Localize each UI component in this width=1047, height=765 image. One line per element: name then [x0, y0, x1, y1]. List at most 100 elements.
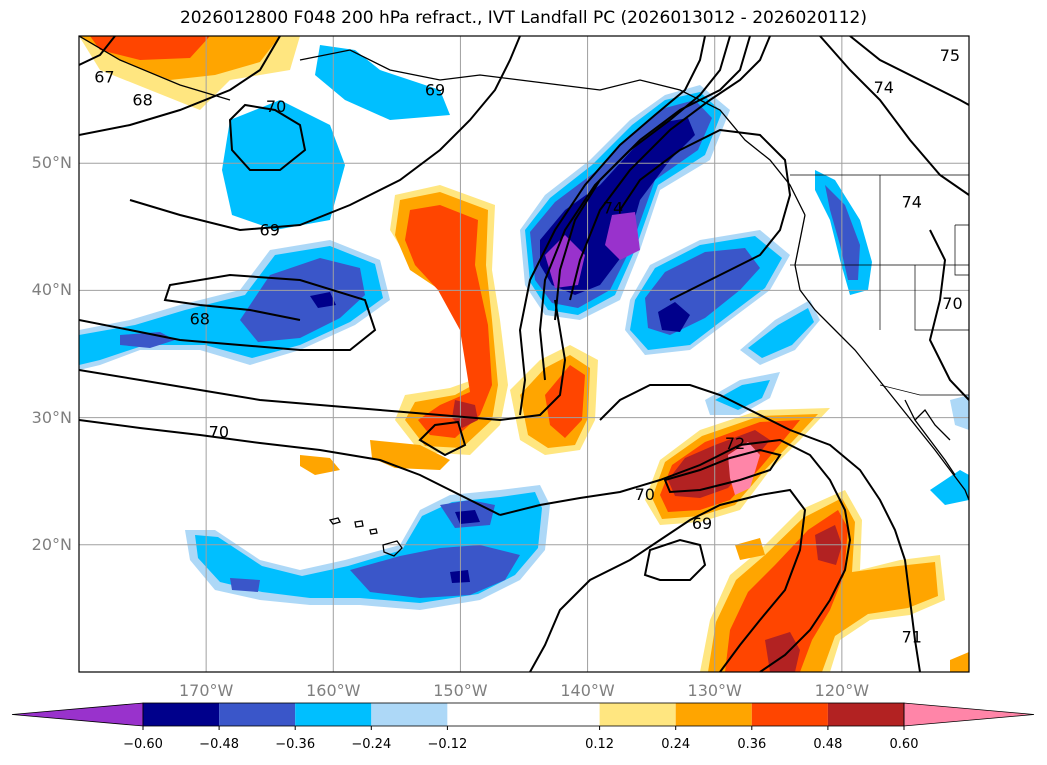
contour-labels: 67 68 70 69 68 70 69 74 74 74 75 70 72 70 69 71 — [94, 46, 962, 646]
longitude-tick-label: 140°W — [560, 681, 615, 700]
contour-label: 70 — [942, 294, 962, 313]
contour-75 — [849, 36, 969, 106]
negative-anomaly-region — [715, 380, 770, 410]
contour-71 — [538, 36, 731, 381]
contour-72-jet — [599, 384, 921, 672]
colorbar-tick-label: −0.24 — [351, 737, 392, 752]
colorbar-segment — [371, 703, 448, 726]
contour-69-mid — [79, 299, 567, 422]
colorbar-tick-label: 0.12 — [585, 737, 615, 752]
colorbar-segment — [751, 703, 828, 726]
negative-anomaly-region — [350, 545, 520, 598]
colorbar-tick-label: −0.12 — [427, 737, 468, 752]
colorbar-segment — [447, 703, 600, 726]
colorbar-tick-label: 0.36 — [737, 737, 767, 752]
contour-72 — [554, 36, 751, 321]
contour-label: 75 — [940, 46, 960, 65]
us-state-borders — [790, 175, 969, 331]
contour-69-north — [129, 36, 521, 232]
colorbar-segment — [295, 703, 372, 726]
contour-74 — [619, 128, 792, 301]
positive-anomaly-region — [735, 538, 765, 560]
contour-label: 68 — [190, 309, 210, 328]
negative-anomaly-region — [222, 100, 345, 230]
negative-anomaly-region — [230, 578, 260, 592]
colorbar-tick-label: −0.48 — [199, 737, 240, 752]
negative-anomaly-region — [315, 45, 450, 120]
longitude-tick-label: 160°W — [306, 681, 361, 700]
longitude-tick-label: 120°W — [814, 681, 870, 700]
negative-anomaly-region — [658, 302, 690, 332]
baja-peninsula — [904, 399, 956, 476]
positive-anomaly-region — [545, 365, 585, 438]
contour-73 — [569, 36, 771, 301]
positive-anomaly-region — [950, 652, 969, 672]
contour-70-se — [928, 229, 969, 401]
negative-anomaly-region — [825, 185, 860, 280]
colorbar-segment — [827, 703, 904, 726]
positive-anomaly-region — [300, 455, 340, 475]
colorbar-extend-high — [903, 702, 1035, 727]
contour-label: 71 — [902, 627, 922, 646]
colorbar-segment — [143, 703, 220, 726]
positive-anomaly-region — [370, 440, 450, 470]
colorbar-extend-low — [11, 702, 144, 727]
longitude-tick-label: 170°W — [178, 681, 234, 700]
contour-label: 68 — [132, 91, 152, 110]
alaska-coast — [79, 36, 806, 216]
contour-label: 70 — [209, 423, 229, 442]
contour-74-ne — [819, 36, 969, 196]
colorbar-segment — [599, 703, 676, 726]
colorbar-segment — [675, 703, 752, 726]
negative-anomaly-region — [605, 212, 640, 260]
colorbar — [11, 702, 1035, 730]
negative-anomaly-region — [748, 308, 814, 358]
contour-label: 67 — [94, 68, 114, 87]
hawaii-islands — [328, 517, 403, 557]
colorbar-tick-label: 0.48 — [813, 737, 843, 752]
latitude-tick-label: 30°N — [31, 407, 72, 427]
negative-anomaly-region — [930, 470, 969, 505]
negative-anomaly-region — [545, 235, 585, 288]
positive-anomaly-region — [405, 205, 492, 438]
contour-label: 70 — [635, 485, 655, 504]
latitude-tick-label: 50°N — [31, 153, 72, 173]
colorbar-segment — [219, 703, 296, 726]
us-mexico-border — [879, 384, 969, 396]
contour-70-lower — [643, 538, 707, 581]
contour-lines — [79, 36, 969, 672]
chart-title: 2026012800 F048 200 hPa refract., IVT La… — [179, 8, 867, 28]
longitude-tick-label: 150°W — [433, 681, 488, 700]
contour-70-north — [228, 103, 307, 171]
contour-68 — [79, 36, 281, 136]
contour-label: 74 — [603, 199, 623, 218]
negative-anomaly-region — [455, 510, 480, 524]
contour-label: 70 — [266, 97, 286, 116]
latitude-tick-label: 40°N — [31, 280, 72, 300]
contour-label: 69 — [692, 514, 712, 533]
contour-72-inner — [663, 448, 782, 494]
contour-label: 74 — [902, 192, 922, 211]
coastline — [79, 36, 969, 557]
negative-anomaly-region — [310, 292, 336, 308]
contour-70-jet — [499, 438, 852, 672]
negative-anomaly-region — [950, 395, 969, 430]
colorbar-tick-label: 0.60 — [889, 737, 919, 752]
contour-67 — [79, 36, 116, 66]
longitude-tick-label: 130°W — [687, 681, 742, 700]
contour-label: 74 — [874, 78, 894, 97]
refractivity-fill-layer — [79, 36, 969, 672]
colorbar-tick-label: 0.24 — [661, 737, 691, 752]
colorbar-tick-label: −0.60 — [123, 737, 163, 752]
contour-label: 69 — [260, 220, 280, 239]
contour-label: 72 — [725, 434, 745, 453]
contour-69-small — [418, 420, 467, 457]
colorbar-tick-label: −0.36 — [275, 737, 316, 752]
contour-70-south — [79, 419, 501, 516]
positive-anomaly-region — [90, 36, 210, 60]
contour-68-mid — [79, 273, 377, 351]
contour-70-east — [518, 36, 706, 416]
north-america-west-coast — [794, 214, 969, 501]
contour-69-jet — [529, 488, 807, 672]
